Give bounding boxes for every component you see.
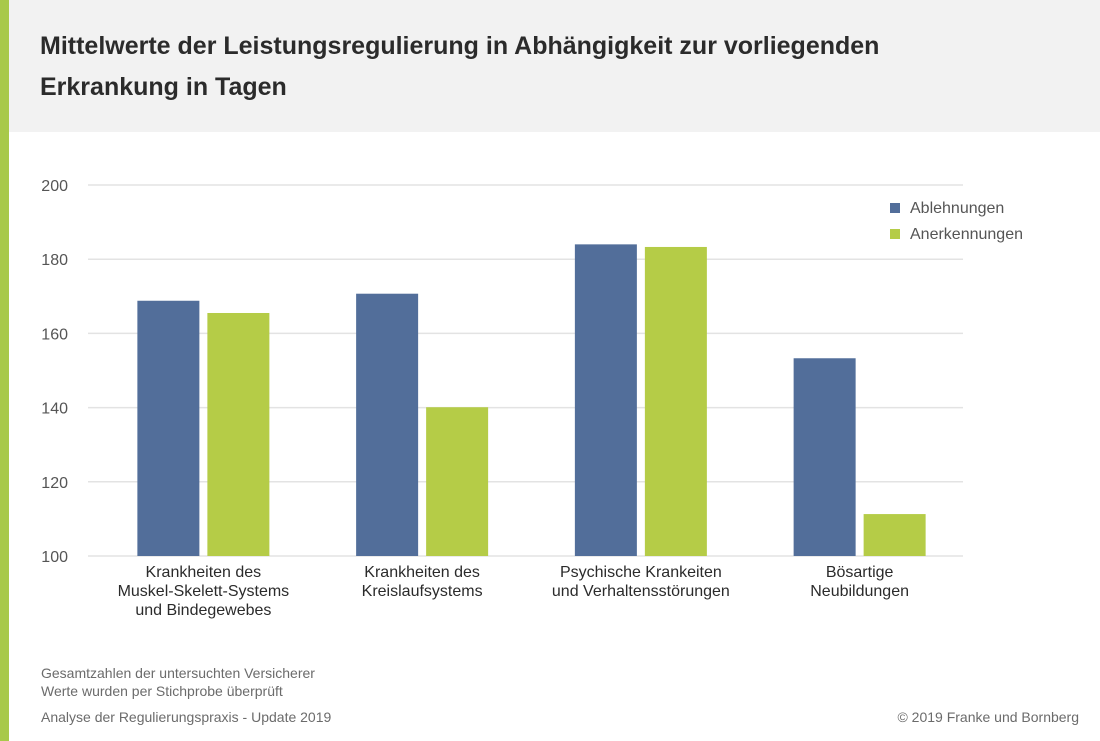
footnote-totals: Gesamtzahlen der untersuchten Versichere… xyxy=(41,665,315,681)
source-note: Analyse der Regulierungspraxis - Update … xyxy=(41,709,332,725)
accent-stripe xyxy=(0,0,9,741)
bar-ablehnungen-3 xyxy=(574,244,637,557)
footnote-sample: Werte wurden per Stichprobe überprüft xyxy=(41,683,283,699)
chart-title: Mittelwerte der Leistungsregulierung in … xyxy=(40,32,880,101)
bar-anerkennungen-2 xyxy=(426,407,489,556)
bar-anerkennungen-4 xyxy=(863,514,926,556)
bar-chart: 100 120 140 160 180 200 xyxy=(41,178,963,566)
y-tick-label-140: 140 xyxy=(41,401,68,418)
legend-swatch xyxy=(890,229,900,239)
legend-swatch xyxy=(890,203,900,213)
copyright: © 2019 Franke und Bornberg xyxy=(897,709,1079,725)
bar-ablehnungen-2 xyxy=(356,293,419,556)
category-label-1: Krankheiten des Muskel-Skelett-Systems u… xyxy=(117,564,290,619)
y-tick-label-200: 200 xyxy=(41,178,68,195)
category-label-4: Bösartige Neubildungen xyxy=(810,564,909,600)
y-tick-label-160: 160 xyxy=(41,326,68,343)
bar-anerkennungen-3 xyxy=(644,246,707,556)
category-label-3: Psychische Krankeiten und Verhaltensstör… xyxy=(551,564,730,600)
bar-ablehnungen-4 xyxy=(793,358,856,556)
legend-item-ablehnungen: Ablehnungen xyxy=(890,200,1004,218)
y-tick-label-100: 100 xyxy=(41,549,68,566)
bar-anerkennungen-1 xyxy=(207,312,270,556)
legend-label: Anerkennungen xyxy=(910,226,1023,243)
title-header xyxy=(9,0,1100,132)
legend-item-anerkennungen: Anerkennungen xyxy=(890,226,1023,244)
category-label-2: Krankheiten des Kreislaufsystems xyxy=(361,564,483,600)
y-tick-label-180: 180 xyxy=(41,252,68,269)
legend-label: Ablehnungen xyxy=(910,200,1005,217)
bar-ablehnungen-1 xyxy=(137,300,200,556)
y-tick-label-120: 120 xyxy=(41,475,68,492)
